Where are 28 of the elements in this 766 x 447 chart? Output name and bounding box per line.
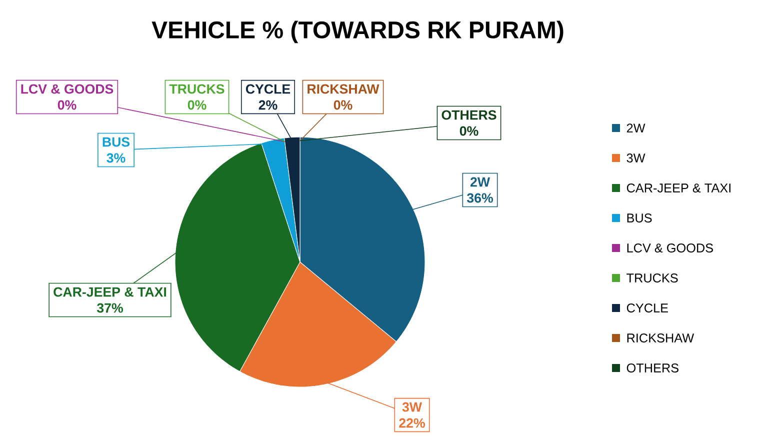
slice-label: CYCLE xyxy=(246,84,290,94)
data-label: 3% xyxy=(106,153,126,163)
category-label: RICKSHAW xyxy=(308,84,380,94)
legend-label: 3W xyxy=(626,154,646,162)
data-label: 2% xyxy=(258,100,278,110)
legend-label: CAR-JEEP & TAXI xyxy=(626,184,730,192)
slice-label: 3W xyxy=(402,402,422,412)
data-label: 22% xyxy=(399,418,425,428)
data-label: 37% xyxy=(96,303,123,313)
legend-label: BUS xyxy=(627,214,652,222)
text: 0% xyxy=(188,100,206,110)
chart-title: VEHICLE % (TOWARDS RK PURAM) xyxy=(152,20,564,44)
legend-label: OTHERS xyxy=(626,364,678,372)
legend-label: LCV & GOODS xyxy=(627,244,713,252)
legend-label: RICKSHAW xyxy=(627,334,694,342)
category-label: LCV & GOODS xyxy=(21,84,114,94)
category-label: TRUCKS xyxy=(169,84,224,94)
data-label: 36% xyxy=(466,193,493,203)
slice-label: 2W xyxy=(470,177,490,187)
legend-label: 2W xyxy=(626,124,646,132)
legend-label: CYCLE xyxy=(626,304,668,312)
slice-label: BUS xyxy=(102,137,130,147)
slice-label: CAR-JEEP & TAXI xyxy=(54,287,166,297)
text: 0% xyxy=(334,100,352,110)
category-label: OTHERS xyxy=(442,110,496,120)
text: 0% xyxy=(58,100,76,110)
legend-label: TRUCKS xyxy=(626,274,678,282)
text: 0% xyxy=(460,126,478,136)
